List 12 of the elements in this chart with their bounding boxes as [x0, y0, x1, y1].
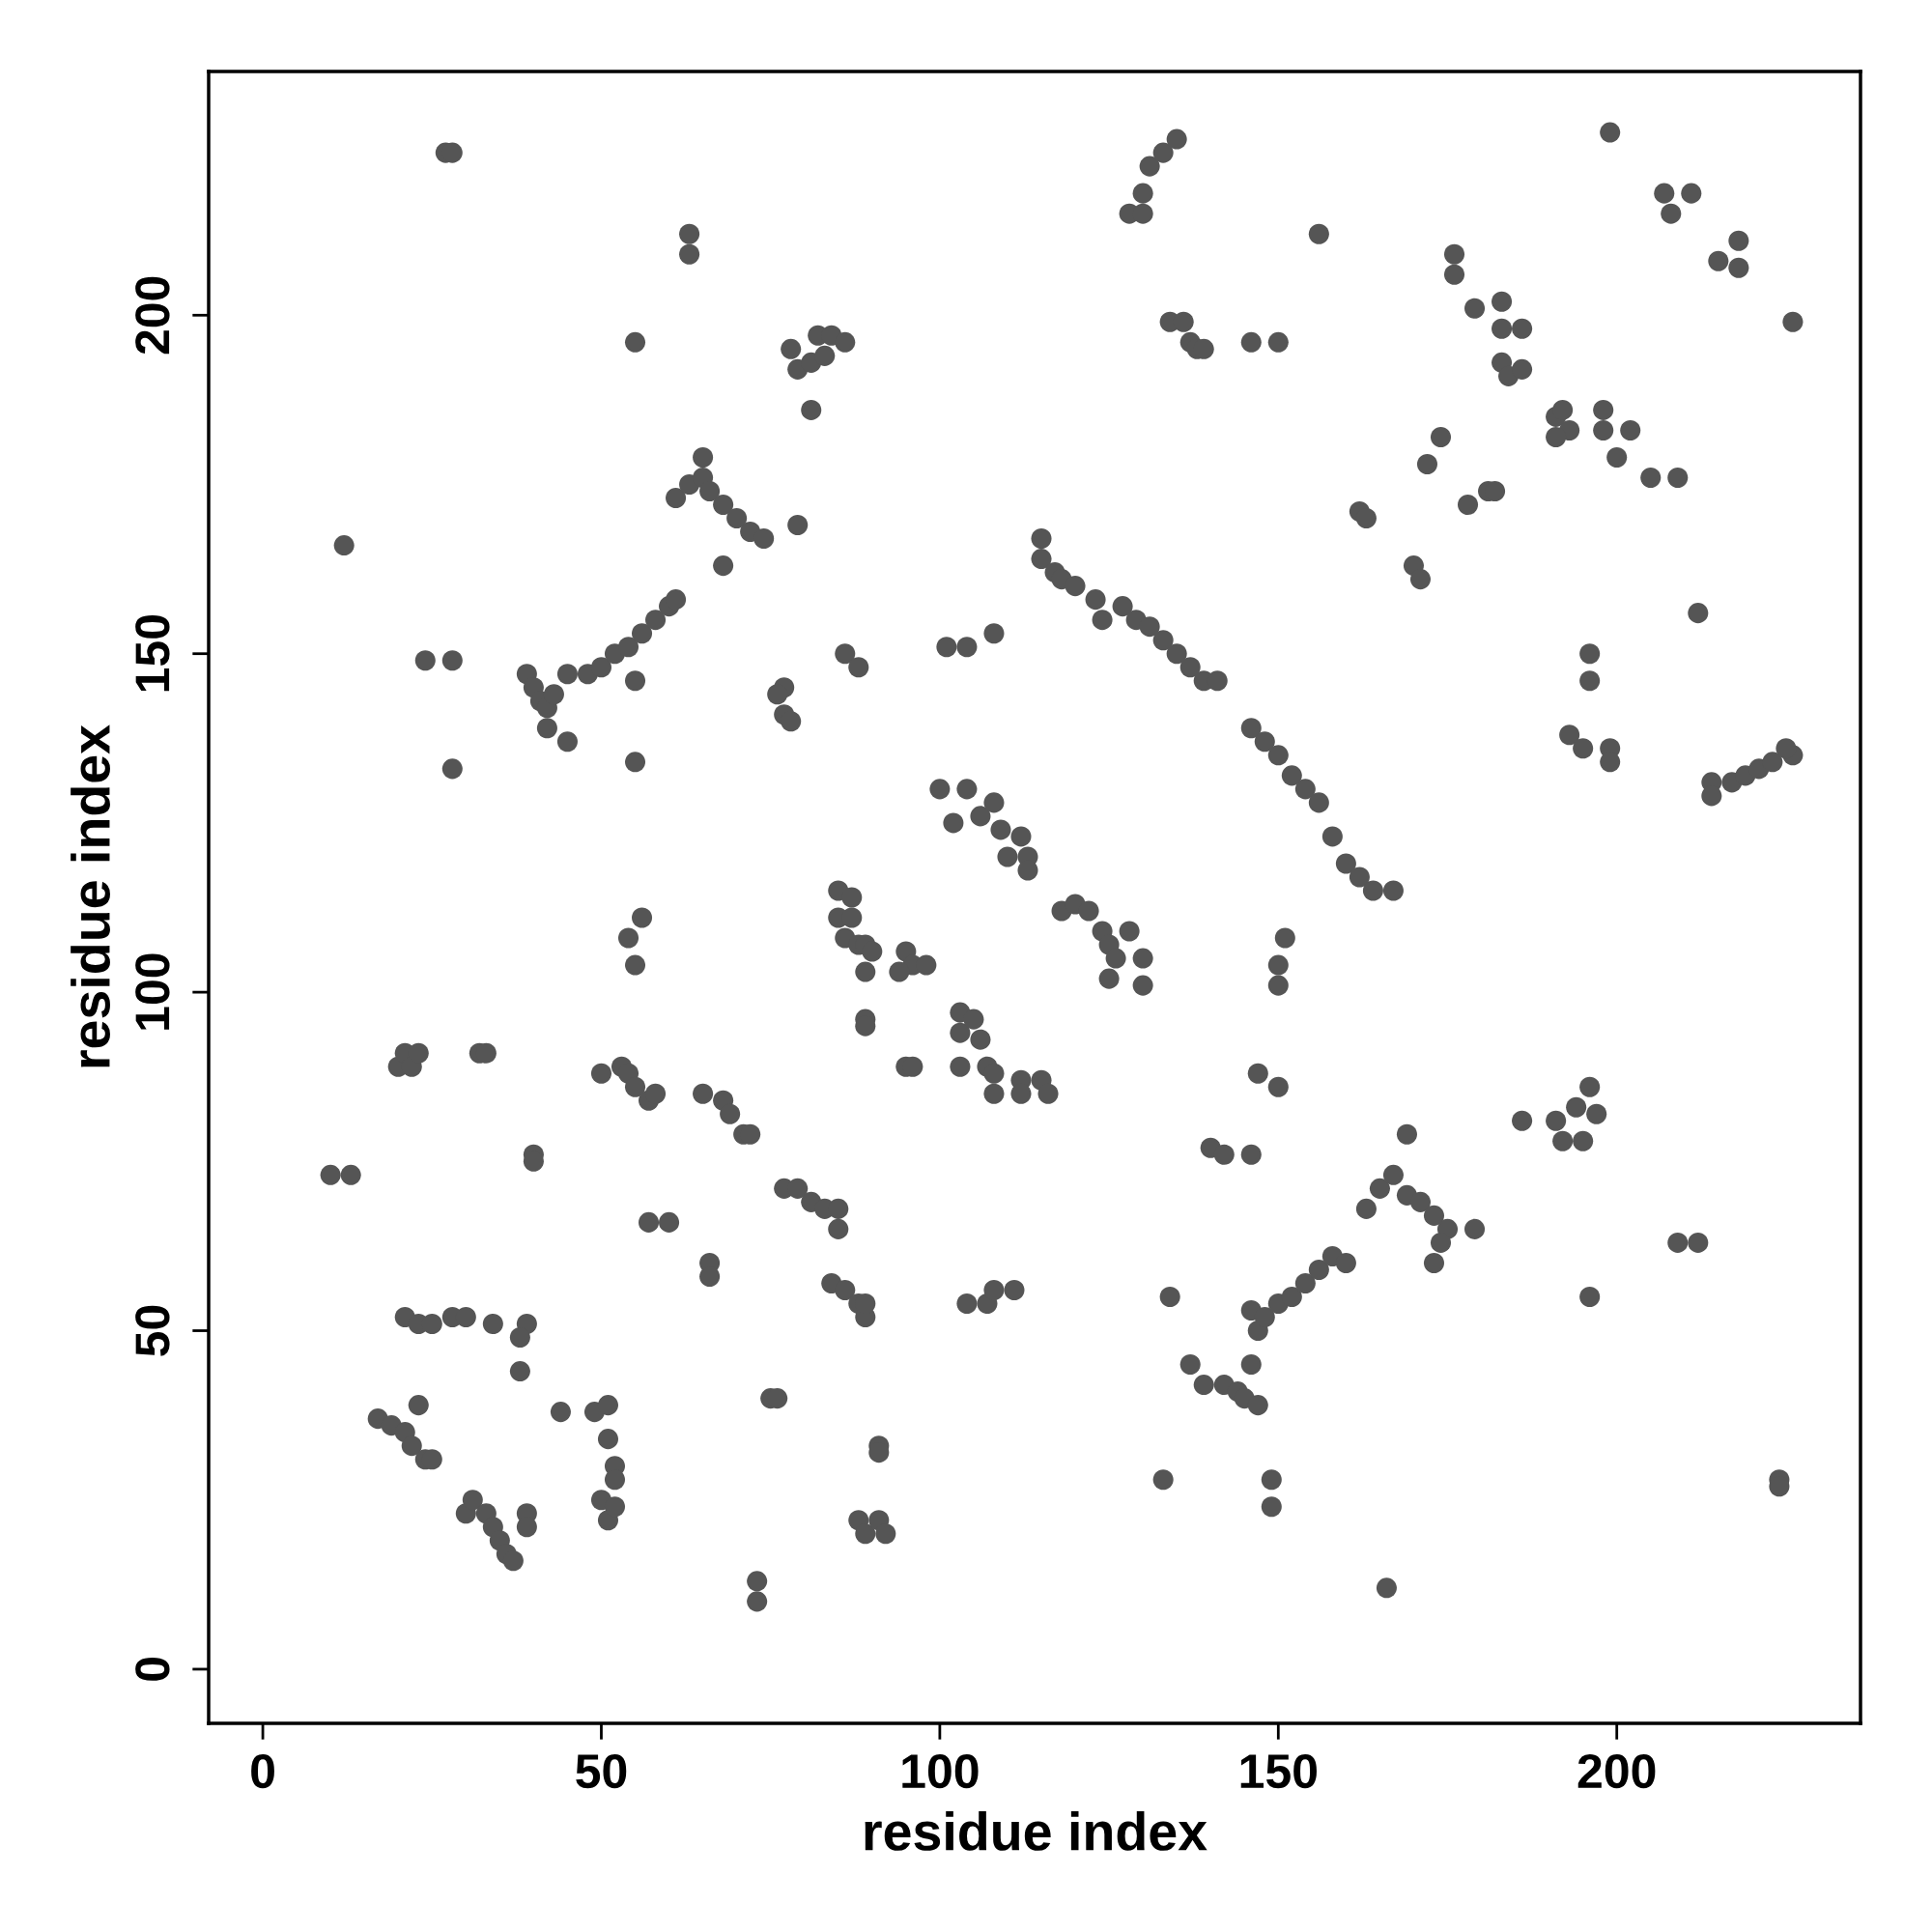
x-tick-label: 50 [576, 1753, 627, 1789]
x-tick-label: 150 [1240, 1753, 1317, 1789]
y-tick-label: 100 [135, 953, 170, 1030]
y-axis-title: residue index [71, 724, 110, 1067]
y-tick-label: 150 [135, 615, 170, 692]
x-axis-title: residue index [865, 1811, 1208, 1851]
x-tick-label: 100 [902, 1753, 979, 1789]
y-tick-label: 200 [135, 276, 170, 355]
x-tick-label: 200 [1577, 1753, 1656, 1789]
x-tick-label: 0 [251, 1753, 274, 1789]
y-tick-label: 50 [135, 1305, 170, 1356]
y-tick-label: 0 [135, 1658, 170, 1681]
